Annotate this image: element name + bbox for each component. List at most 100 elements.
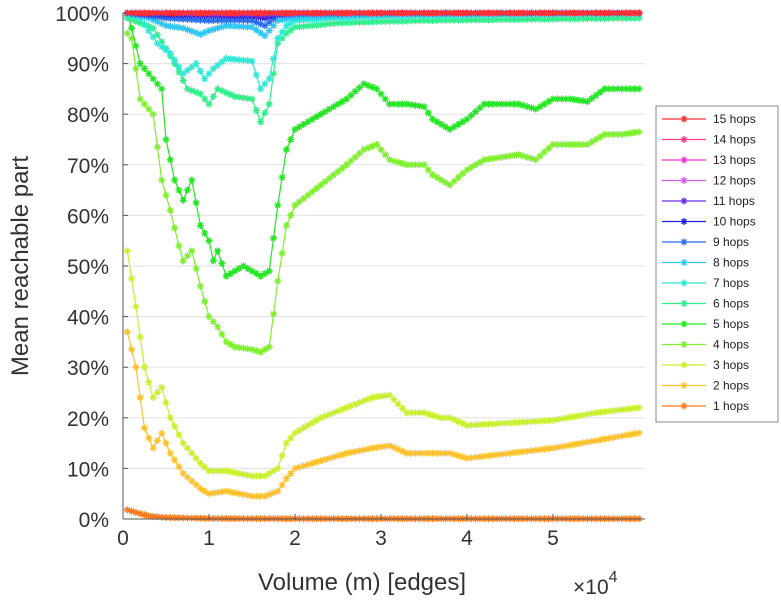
data-point-marker	[196, 282, 204, 290]
data-point-marker	[179, 76, 187, 84]
data-point-marker	[295, 123, 303, 131]
x-tick-label: 0	[117, 527, 129, 550]
data-point-marker	[222, 338, 230, 346]
data-point-marker	[536, 9, 544, 17]
data-point-marker	[433, 173, 441, 181]
data-point-marker	[528, 418, 535, 426]
data-point-marker	[407, 409, 415, 417]
data-point-marker	[579, 411, 587, 419]
data-point-marker	[618, 85, 626, 93]
data-point-marker	[149, 512, 157, 520]
data-point-marker	[334, 168, 342, 176]
data-point-marker	[218, 23, 226, 31]
data-point-marker	[420, 161, 428, 169]
data-point-marker	[360, 18, 368, 26]
data-point-marker	[416, 9, 424, 17]
data-point-marker	[265, 100, 273, 108]
data-point-marker	[583, 9, 591, 17]
data-point-marker	[175, 186, 183, 194]
data-point-marker	[132, 65, 140, 73]
data-point-marker	[184, 514, 191, 522]
data-point-marker	[592, 15, 600, 23]
data-point-marker	[583, 15, 591, 23]
data-point-marker	[540, 445, 548, 453]
data-point-marker	[192, 454, 200, 462]
data-point-marker	[540, 9, 548, 17]
data-point-marker	[553, 141, 561, 149]
data-point-marker	[291, 23, 299, 31]
data-point-marker	[614, 9, 621, 17]
data-point-marker	[188, 449, 196, 457]
data-point-marker	[270, 234, 277, 242]
data-point-marker	[390, 395, 398, 403]
data-point-marker	[291, 464, 299, 472]
data-point-marker	[295, 426, 303, 434]
data-point-marker	[377, 18, 385, 26]
data-point-marker	[343, 449, 351, 457]
data-point-marker	[571, 413, 578, 421]
data-point-marker	[201, 75, 209, 83]
y-ticks: 0% 10% 20% 30% 40% 50% 60% 70% 80% 90% 100%	[55, 3, 128, 532]
data-point-marker	[528, 447, 535, 455]
x-tick-label: 1	[203, 527, 215, 550]
data-point-marker	[592, 437, 600, 445]
data-point-marker	[618, 406, 626, 414]
data-point-marker	[631, 85, 639, 93]
data-point-marker	[192, 481, 200, 489]
data-point-marker	[321, 9, 329, 17]
x-tick-label: 2	[289, 527, 301, 550]
data-point-marker	[446, 449, 454, 457]
data-point-marker	[403, 17, 411, 25]
data-point-marker	[515, 418, 523, 426]
data-point-marker	[239, 94, 247, 102]
data-point-marker	[252, 347, 260, 355]
data-point-marker	[399, 447, 406, 455]
legend-label: 2 hops	[713, 379, 749, 393]
data-point-marker	[450, 16, 458, 24]
data-point-marker	[609, 434, 617, 442]
data-point-marker	[244, 57, 252, 65]
data-point-marker	[381, 442, 389, 450]
data-point-marker	[459, 170, 467, 178]
data-point-marker	[532, 9, 540, 17]
data-point-marker	[231, 343, 239, 351]
data-point-marker	[605, 14, 613, 22]
data-point-marker	[325, 454, 333, 462]
data-point-marker	[635, 14, 643, 22]
data-point-marker	[489, 420, 497, 428]
data-point-marker	[257, 20, 265, 28]
data-point-marker	[566, 15, 574, 23]
data-point-marker	[622, 85, 630, 93]
data-point-marker	[287, 434, 295, 442]
data-point-marker	[261, 109, 269, 117]
data-point-marker	[218, 9, 226, 17]
data-point-marker	[287, 19, 295, 27]
data-point-marker	[407, 101, 415, 109]
legend-item: 14 hops	[662, 133, 756, 147]
data-point-marker	[274, 487, 282, 495]
data-point-marker	[300, 424, 308, 432]
data-point-marker	[351, 87, 359, 95]
data-point-marker	[192, 60, 200, 68]
legend-item: 8 hops	[662, 256, 749, 270]
data-point-marker	[575, 96, 583, 104]
data-point-marker	[179, 257, 187, 265]
data-point-marker	[166, 14, 174, 22]
data-point-marker	[601, 14, 609, 22]
data-point-marker	[209, 257, 217, 265]
data-point-marker	[188, 247, 196, 255]
data-point-marker	[480, 9, 488, 17]
data-point-marker	[411, 9, 419, 17]
data-point-marker	[192, 88, 200, 96]
data-point-marker	[196, 222, 204, 230]
data-point-marker	[248, 57, 256, 65]
data-point-marker	[184, 444, 191, 452]
data-point-marker	[386, 17, 394, 25]
data-point-marker	[304, 9, 312, 17]
data-point-marker	[257, 118, 265, 126]
data-point-marker	[373, 85, 381, 93]
data-point-marker	[519, 101, 527, 109]
data-point-marker	[184, 186, 191, 194]
data-point-marker	[442, 179, 449, 187]
data-point-marker	[360, 9, 368, 17]
